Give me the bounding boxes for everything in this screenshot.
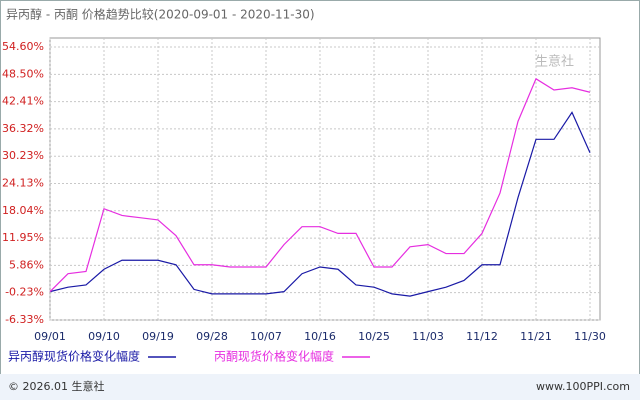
x-tick-label: 11/21	[520, 330, 552, 343]
legend-label: 丙酮现货价格变化幅度	[214, 349, 334, 364]
y-tick-label: -6.33%	[5, 313, 44, 326]
x-tick-label: 09/28	[196, 330, 228, 343]
watermark: 生意社	[535, 54, 574, 70]
y-tick-label: 36.32%	[2, 122, 44, 135]
x-tick-label: 11/03	[412, 330, 444, 343]
y-tick-label: 11.95%	[2, 231, 44, 244]
footer-right: www.100PPI.com	[536, 380, 630, 393]
y-tick-label: 48.50%	[2, 67, 44, 80]
x-tick-label: 11/12	[466, 330, 498, 343]
x-tick-label: 09/19	[142, 330, 174, 343]
x-tick-label: 09/10	[88, 330, 120, 343]
x-tick-label: 09/01	[34, 330, 66, 343]
footer-bar	[0, 374, 640, 400]
x-tick-label: 10/25	[358, 330, 390, 343]
y-tick-label: 42.41%	[2, 95, 44, 108]
y-tick-label: 24.13%	[2, 177, 44, 190]
x-tick-label: 11/30	[574, 330, 606, 343]
y-tick-label: 54.60%	[2, 40, 44, 53]
y-tick-label: 5.86%	[9, 258, 44, 271]
series-line	[49, 111, 591, 297]
series-line	[49, 77, 591, 293]
x-tick-label: 10/16	[304, 330, 336, 343]
y-tick-label: 18.04%	[2, 204, 44, 217]
legend-label: 异丙醇现货价格变化幅度	[8, 349, 140, 364]
y-tick-label: -0.23%	[5, 286, 44, 299]
x-tick-label: 10/07	[250, 330, 282, 343]
footer-left: © 2026.01 生意社	[8, 379, 104, 393]
y-tick-label: 30.23%	[2, 149, 44, 162]
chart-title: 异丙醇 - 丙酮 价格趋势比较(2020-09-01 - 2020-11-30)	[6, 7, 315, 22]
